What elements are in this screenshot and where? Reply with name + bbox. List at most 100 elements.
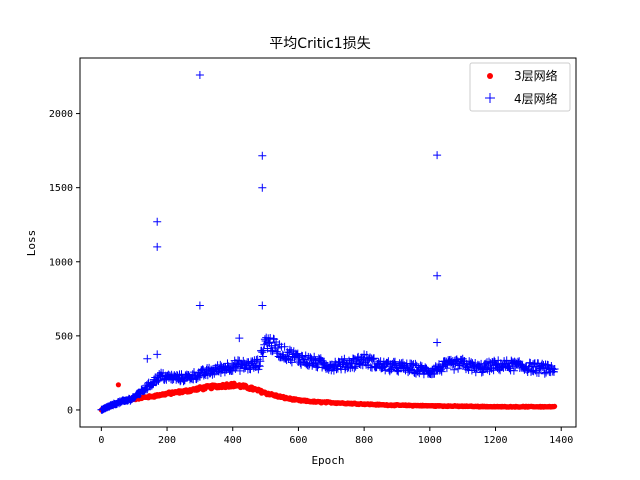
data-point [153, 217, 162, 226]
data-point [285, 345, 294, 354]
data-point [208, 370, 217, 379]
data-point [255, 361, 263, 370]
data-point [193, 373, 202, 382]
x-tick-label: 600 [289, 435, 307, 446]
x-tick-label: 1000 [418, 435, 442, 446]
data-point [140, 386, 149, 394]
y-tick-label: 1000 [49, 257, 73, 268]
data-point [415, 369, 424, 378]
data-point [509, 366, 518, 375]
x-tick-label: 400 [224, 435, 242, 446]
series-layer [97, 71, 559, 414]
data-point [179, 377, 188, 386]
x-tick-label: 800 [355, 435, 373, 446]
data-point [293, 349, 302, 358]
data-point [258, 183, 267, 192]
data-point [437, 367, 446, 376]
data-point [348, 363, 357, 372]
y-tick-label: 2000 [49, 109, 73, 120]
data-point [195, 301, 204, 310]
data-point [173, 371, 182, 380]
data-point [437, 365, 445, 374]
data-point [552, 403, 558, 409]
data-point [115, 382, 121, 388]
data-point [153, 242, 162, 251]
data-point [422, 364, 431, 373]
x-tick-label: 1200 [483, 435, 507, 446]
data-point [370, 354, 378, 363]
data-point [483, 365, 492, 374]
data-point [381, 366, 390, 375]
data-point [544, 361, 553, 369]
data-point [258, 348, 267, 357]
data-point [280, 342, 289, 351]
data-point [350, 364, 359, 373]
data-point [438, 361, 447, 370]
legend-marker-3-layer [487, 73, 493, 79]
data-point [355, 360, 364, 368]
data-point [274, 344, 283, 352]
y-axis-label: Loss [25, 230, 38, 257]
data-point [362, 360, 371, 369]
data-point [538, 359, 547, 368]
y-tick-label: 500 [55, 331, 73, 342]
legend-box [469, 62, 571, 112]
data-point [255, 362, 264, 371]
data-point [411, 359, 420, 368]
data-point [315, 355, 324, 364]
data-point [340, 354, 349, 363]
data-point [248, 357, 257, 366]
data-point [433, 151, 442, 160]
data-point [152, 377, 161, 386]
data-point [195, 71, 204, 79]
y-tick-label: 0 [67, 405, 73, 416]
data-point [387, 365, 396, 374]
data-point [153, 350, 162, 359]
data-point [550, 365, 559, 373]
data-point [368, 355, 377, 364]
data-point [234, 356, 242, 365]
data-point [540, 369, 549, 378]
data-point [143, 354, 152, 363]
data-point [259, 352, 267, 361]
legend-label-4-layer: 4层网络 [514, 91, 558, 106]
data-point [235, 334, 244, 343]
data-point [258, 151, 267, 160]
x-tick-label: 1400 [549, 435, 573, 446]
data-point [356, 355, 365, 364]
data-point [260, 335, 269, 344]
data-point [414, 367, 422, 376]
data-point [258, 301, 267, 310]
x-tick-label: 0 [98, 435, 104, 446]
data-point [278, 350, 287, 359]
data-point [259, 346, 268, 355]
data-point [534, 369, 543, 377]
data-point [467, 358, 476, 367]
data-point [391, 357, 399, 366]
x-axis-label: Epoch [311, 454, 344, 467]
data-point [433, 271, 442, 280]
data-point [435, 366, 444, 375]
y-tick-label: 1500 [49, 183, 73, 194]
data-point [523, 366, 532, 375]
data-point [266, 334, 275, 342]
legend: 3层网络 4层网络 [469, 62, 571, 112]
legend-label-3-layer: 3层网络 [514, 68, 558, 83]
data-point [404, 364, 413, 373]
data-point [154, 376, 163, 385]
plot-frame [79, 57, 577, 428]
data-point [464, 365, 473, 374]
data-point [195, 372, 204, 381]
legend-marker-4-layer [485, 93, 495, 103]
data-point [442, 364, 451, 373]
data-point [450, 365, 459, 374]
data-point [306, 354, 315, 363]
series-3-layer [98, 380, 558, 413]
data-point [174, 375, 183, 384]
data-point [487, 364, 496, 373]
ticks-layer: 0 200 400 600 800 1000 1200 1400 0 500 1000 1500 200… [49, 109, 573, 446]
data-point [153, 376, 162, 385]
data-point [273, 349, 282, 358]
data-point [272, 347, 281, 356]
